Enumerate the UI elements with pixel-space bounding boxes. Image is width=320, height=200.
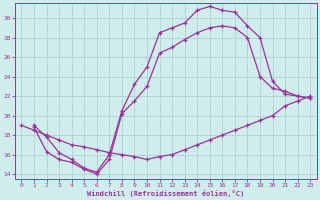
X-axis label: Windchill (Refroidissement éolien,°C): Windchill (Refroidissement éolien,°C) xyxy=(87,190,244,197)
